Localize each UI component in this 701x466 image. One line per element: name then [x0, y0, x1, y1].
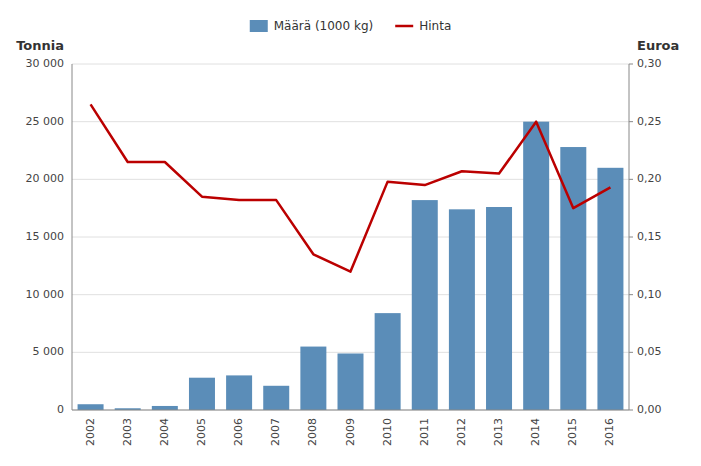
- plot-area: [78, 104, 624, 410]
- y2-tick-label: 0,15: [637, 230, 662, 243]
- x-tick-label: 2007: [269, 418, 282, 446]
- x-axis-line: [72, 410, 629, 411]
- x-tick-label: 2005: [195, 418, 208, 446]
- x-tick-label: 2014: [529, 418, 542, 446]
- y2-tick-label: 0,10: [637, 288, 662, 301]
- grid-line: [72, 64, 629, 65]
- x-tick-label: 2011: [418, 418, 431, 446]
- x-tick-label: 2004: [158, 418, 171, 446]
- x-tick-label: 2010: [381, 418, 394, 446]
- bar: [597, 168, 623, 410]
- chart: 0 5 000 10 000 15 000 20 000 25 000 30 000 0,00…: [0, 0, 701, 466]
- line: [91, 104, 611, 271]
- y2-tick-label: 0,25: [637, 115, 662, 128]
- bar: [226, 375, 252, 410]
- y-tick-label: 10 000: [26, 288, 65, 301]
- x-tick-label: 2003: [121, 418, 134, 446]
- bar: [300, 347, 326, 410]
- y-tick-label: 0: [57, 403, 64, 416]
- y2-tick: [629, 294, 633, 295]
- bar: [78, 404, 104, 410]
- y2-tick-label: 0,30: [637, 57, 662, 70]
- y-axis-label: Tonnia: [16, 38, 64, 53]
- legend-swatch: [250, 20, 268, 32]
- y2-axis-label: Euroa: [637, 38, 679, 53]
- y2-axis-line: [629, 64, 630, 410]
- y2-tick-label: 0,00: [637, 403, 662, 416]
- legend-label: Määrä (1000 kg): [274, 19, 373, 33]
- x-tick-label: 2013: [492, 418, 505, 446]
- legend-swatch: [395, 25, 413, 28]
- y2-tick: [629, 64, 633, 65]
- y-tick-label: 25 000: [26, 115, 65, 128]
- bar: [523, 122, 549, 410]
- x-tick-label: 2002: [84, 418, 97, 446]
- y-tick-label: 15 000: [26, 230, 65, 243]
- grid: [72, 64, 629, 410]
- bar: [449, 209, 475, 410]
- bar: [486, 207, 512, 410]
- x-tick-label: 2009: [344, 418, 357, 446]
- y2-tick: [629, 410, 633, 411]
- bar: [189, 378, 215, 410]
- grid-line: [72, 410, 629, 411]
- bar: [412, 200, 438, 410]
- bar: [152, 406, 178, 410]
- x-tick-label: 2008: [306, 418, 319, 446]
- y2-tick: [629, 237, 633, 238]
- y2-tick: [629, 352, 633, 353]
- y2-tick-label: 0,05: [637, 345, 662, 358]
- legend: Määrä (1000 kg) Hinta: [250, 19, 451, 33]
- bar: [263, 386, 289, 410]
- y-tick-label: 30 000: [26, 57, 65, 70]
- bar: [375, 313, 401, 410]
- x-tick-label: 2012: [455, 418, 468, 446]
- y2-tick: [629, 179, 633, 180]
- x-tick-label: 2015: [566, 418, 579, 446]
- y-tick-label: 20 000: [26, 172, 65, 185]
- y-axis-line: [72, 64, 73, 410]
- legend-label: Hinta: [419, 19, 451, 33]
- y2-tick: [629, 121, 633, 122]
- x-tick-label: 2006: [232, 418, 245, 446]
- y2-tick-label: 0,20: [637, 172, 662, 185]
- x-tick-label: 2016: [603, 418, 616, 446]
- bar: [338, 353, 364, 410]
- y-tick-label: 5 000: [33, 345, 65, 358]
